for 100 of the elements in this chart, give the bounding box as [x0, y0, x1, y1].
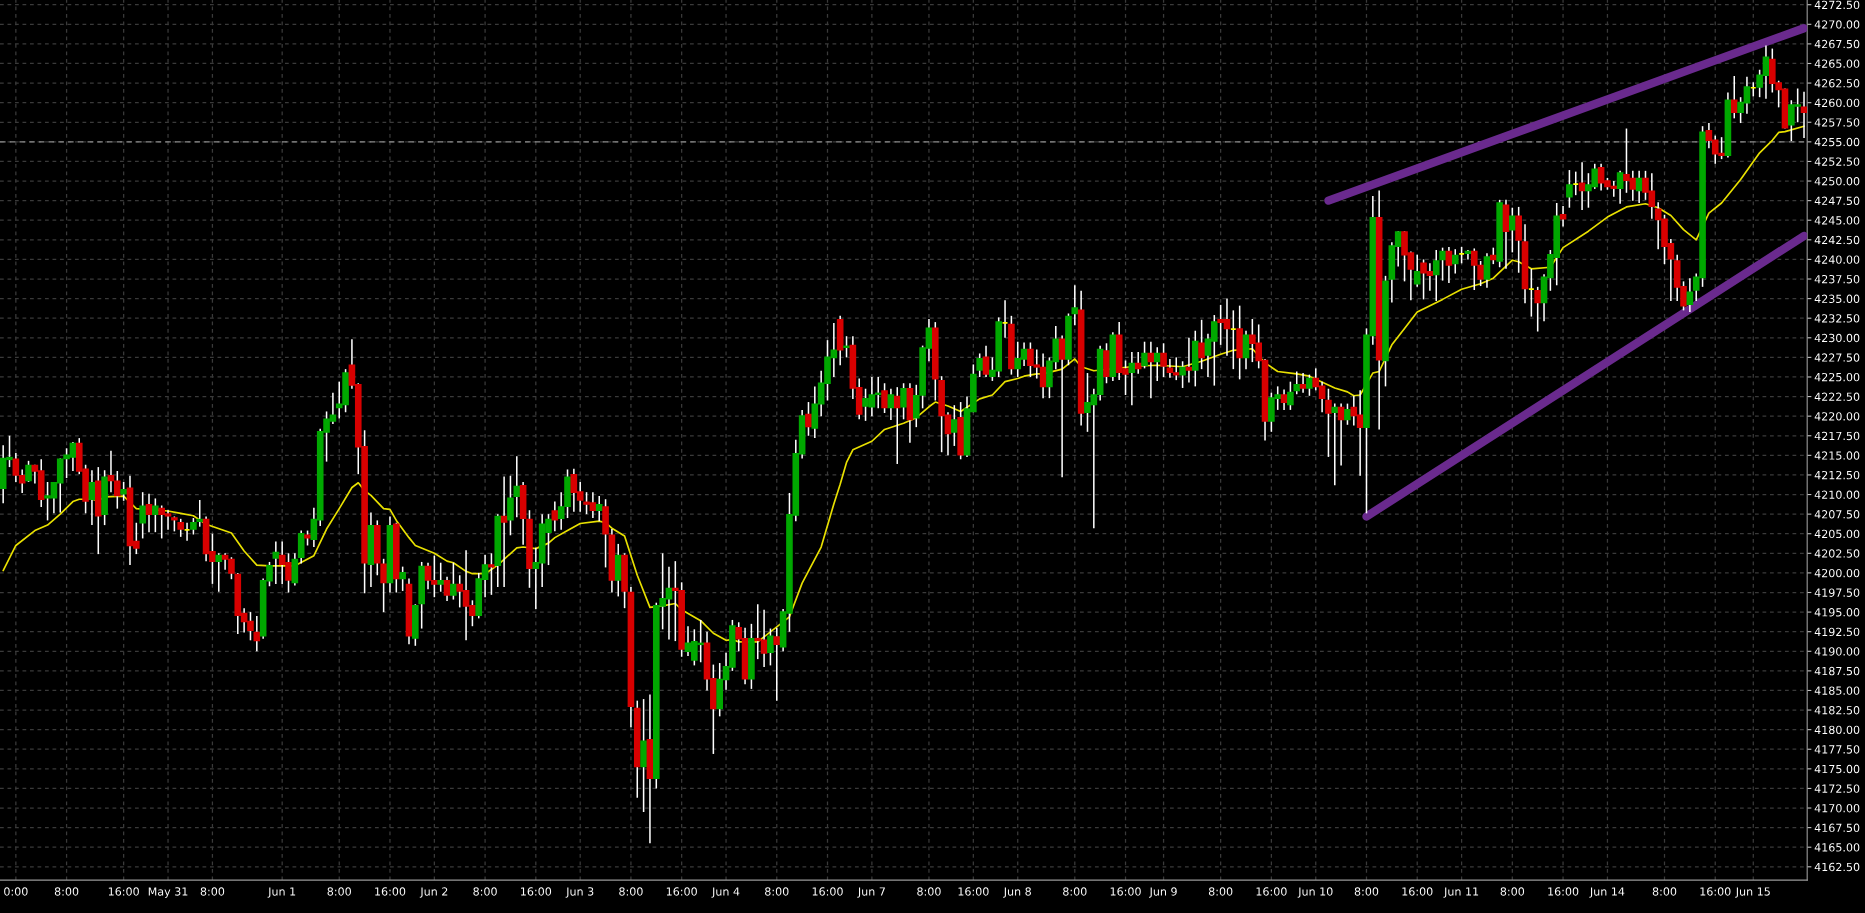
y-tick-label: 4217.50: [1814, 431, 1860, 441]
candlestick: [253, 615, 261, 653]
candlestick: [1635, 170, 1643, 204]
x-tick-label: Jun 14: [1589, 887, 1625, 898]
y-tick-label: 4257.50: [1814, 118, 1860, 127]
x-tick-label: Jun 15: [1735, 887, 1770, 898]
candlestick: [1413, 253, 1421, 288]
candlestick: [120, 481, 127, 502]
x-tick-label: Jun 10: [1297, 887, 1333, 898]
x-tick-label: 16:00: [1402, 887, 1433, 896]
x-tick-label: 16:00: [108, 887, 139, 896]
candlestick: [1198, 318, 1205, 370]
y-tick-label: 4165.00: [1814, 843, 1860, 852]
x-tick-label: 16:00: [1700, 887, 1731, 896]
x-tick-label: 8:00: [1354, 887, 1379, 896]
candlestick: [1509, 206, 1516, 254]
candlestick: [982, 344, 990, 378]
y-tick-label: 4162.50: [1814, 862, 1860, 872]
y-tick-label: 4177.50: [1814, 745, 1860, 754]
x-tick-label: 16:00: [958, 887, 989, 896]
x-tick-label: 16:00: [666, 887, 697, 896]
candlestick: [1179, 360, 1186, 389]
candlestick: [88, 469, 96, 526]
x-tick-label: Jun 11: [1443, 887, 1479, 898]
y-tick-label: 4247.50: [1814, 196, 1860, 206]
x-tick-label: 8:00: [1063, 887, 1087, 896]
line-series: [2, 125, 1805, 643]
candlestick: [1153, 346, 1161, 382]
candlestick: [443, 576, 451, 602]
candlestick: [1534, 286, 1542, 333]
x-tick-label: 16:00: [521, 887, 552, 896]
x-tick-label: Jun 2: [419, 887, 448, 898]
candlestick: [1515, 206, 1522, 274]
y-tick-label: 4222.50: [1814, 392, 1860, 401]
candlestick: [1147, 340, 1155, 399]
x-tick-label: Jun 9: [1149, 887, 1177, 898]
candlestick: [976, 352, 983, 378]
candlestick: [1299, 372, 1307, 394]
candlestick: [843, 335, 850, 359]
x-tick-label: 8:00: [327, 887, 351, 896]
x-tick-label: Jun 1: [267, 887, 296, 898]
y-tick-label: 4205.00: [1814, 529, 1860, 539]
candlestick: [291, 552, 299, 587]
y-tick-label: 4230.00: [1814, 333, 1860, 343]
candlestick: [1483, 252, 1491, 289]
x-tick-label: 16:00: [1110, 887, 1141, 896]
candlestick: [1451, 248, 1459, 275]
x-tick-label: 8:00: [917, 887, 941, 896]
y-tick-label: 4192.50: [1814, 627, 1860, 637]
candlestick: [1134, 351, 1142, 375]
x-tick-label: May 31: [148, 887, 188, 898]
candlestick: [139, 491, 146, 540]
candlestick: [1730, 75, 1738, 120]
candlestick: [1306, 373, 1313, 397]
y-tick-label: 4207.50: [1814, 510, 1860, 519]
x-tick-label: 16:00: [1256, 887, 1287, 896]
y-tick-label: 4235.00: [1814, 294, 1860, 303]
candlestick: [767, 627, 774, 667]
x-tick-label: 16:00: [1548, 887, 1579, 896]
y-tick-label: 4167.50: [1814, 823, 1860, 832]
candlestick: [437, 561, 445, 593]
x-tick-label: Jun 3: [565, 887, 594, 898]
y-tick-label: 4272.50: [1814, 0, 1860, 10]
candlestick: [488, 552, 495, 596]
candlestick: [887, 387, 895, 421]
candlestick: [450, 561, 457, 601]
candlestick: [773, 627, 781, 702]
candlestick: [399, 565, 406, 592]
x-tick-label: 0:00: [4, 887, 28, 896]
x-tick-label: 8:00: [1500, 887, 1525, 896]
candlestick: [1185, 337, 1193, 384]
candlestick: [145, 492, 153, 533]
y-tick-label: 4255.00: [1814, 137, 1860, 147]
candlestick: [811, 385, 819, 439]
candlestick: [900, 382, 907, 421]
y-tick-label: 4197.50: [1814, 588, 1860, 597]
candlestick: [500, 475, 508, 588]
y-tick-label: 4252.50: [1814, 157, 1860, 166]
candlestick: [881, 382, 888, 414]
y-tick-label: 4237.50: [1814, 274, 1860, 284]
candlestick: [1280, 388, 1288, 411]
candlestick: [1058, 334, 1066, 479]
candlestick: [177, 518, 185, 538]
candlestick: [1242, 329, 1250, 370]
y-tick-label: 4260.00: [1814, 98, 1860, 108]
y-tick-label: 4262.50: [1814, 79, 1860, 88]
candlestick: [805, 401, 812, 437]
candlestick: [1128, 351, 1136, 406]
y-tick-label: 4250.00: [1814, 177, 1860, 186]
x-tick-label: 8:00: [473, 887, 497, 896]
y-tick-label: 4182.50: [1814, 706, 1860, 715]
x-tick-label: 8:00: [200, 887, 225, 896]
y-tick-label: 4245.00: [1814, 216, 1860, 225]
candlestick: [951, 404, 958, 447]
candlestick: [297, 529, 305, 565]
candlestick: [1566, 169, 1573, 209]
y-tick-label: 4210.00: [1814, 490, 1860, 499]
candlestick: [152, 497, 159, 533]
x-tick-label: 8:00: [1652, 887, 1677, 896]
candlestick: [1331, 402, 1339, 486]
